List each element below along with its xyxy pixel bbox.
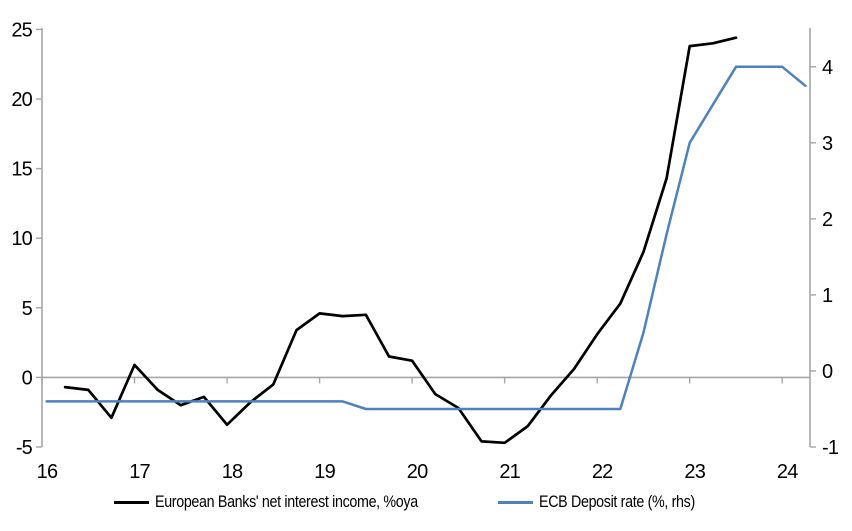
series-line-0 [63, 36, 738, 445]
legend-item-ecb-deposit-rate: ECB Deposit rate (%, rhs) [497, 492, 725, 512]
blue-line-sample [497, 500, 533, 504]
series-line-1 [45, 65, 807, 411]
x-axis-tick-label: 17 [129, 461, 150, 483]
x-axis-tick-label: 16 [37, 461, 58, 483]
right-axis-tick-label: 2 [822, 209, 833, 231]
x-axis-tick-label: 18 [222, 461, 243, 483]
left-axis: 25 20 15 10 5 0 -5 [11, 19, 43, 459]
x-axis-labels: 16 17 18 19 20 21 22 23 24 [37, 461, 799, 483]
x-axis-tick-label: 19 [314, 461, 335, 483]
left-axis-tick-label: 5 [22, 298, 33, 320]
x-axis-tick-label: 20 [407, 461, 428, 483]
right-axis: 4 3 2 1 0 -1 [809, 28, 840, 459]
x-axis-tick-label: 24 [777, 461, 798, 483]
legend: European Banks' net interest income, %oy… [114, 492, 724, 512]
right-axis-tick-label: 3 [822, 133, 833, 155]
left-axis-tick-label: 20 [11, 89, 32, 111]
right-axis-tick-label: 1 [822, 285, 833, 307]
left-axis-tick-label: 0 [22, 367, 33, 389]
left-axis-tick-label: 15 [11, 159, 32, 181]
left-axis-tick-label: 25 [11, 19, 32, 41]
legend-label-ecb-deposit-rate: ECB Deposit rate (%, rhs) [538, 492, 695, 511]
x-axis-tick-label: 21 [499, 461, 520, 483]
left-axis-tick-label: 10 [11, 228, 32, 250]
right-axis-tick-label: 0 [822, 361, 833, 383]
legend-label-net-interest-income: European Banks' net interest income, %oy… [155, 492, 418, 511]
x-axis-tick-label: 22 [592, 461, 613, 483]
black-line-sample [114, 500, 149, 504]
right-axis-tick-label: -1 [822, 437, 839, 459]
x-axis [41, 376, 810, 384]
left-axis-tick-label: -5 [16, 437, 33, 459]
right-axis-tick-label: 4 [822, 57, 833, 79]
legend-item-net-interest-income: European Banks' net interest income, %oy… [114, 492, 468, 512]
x-axis-tick-label: 23 [684, 461, 705, 483]
